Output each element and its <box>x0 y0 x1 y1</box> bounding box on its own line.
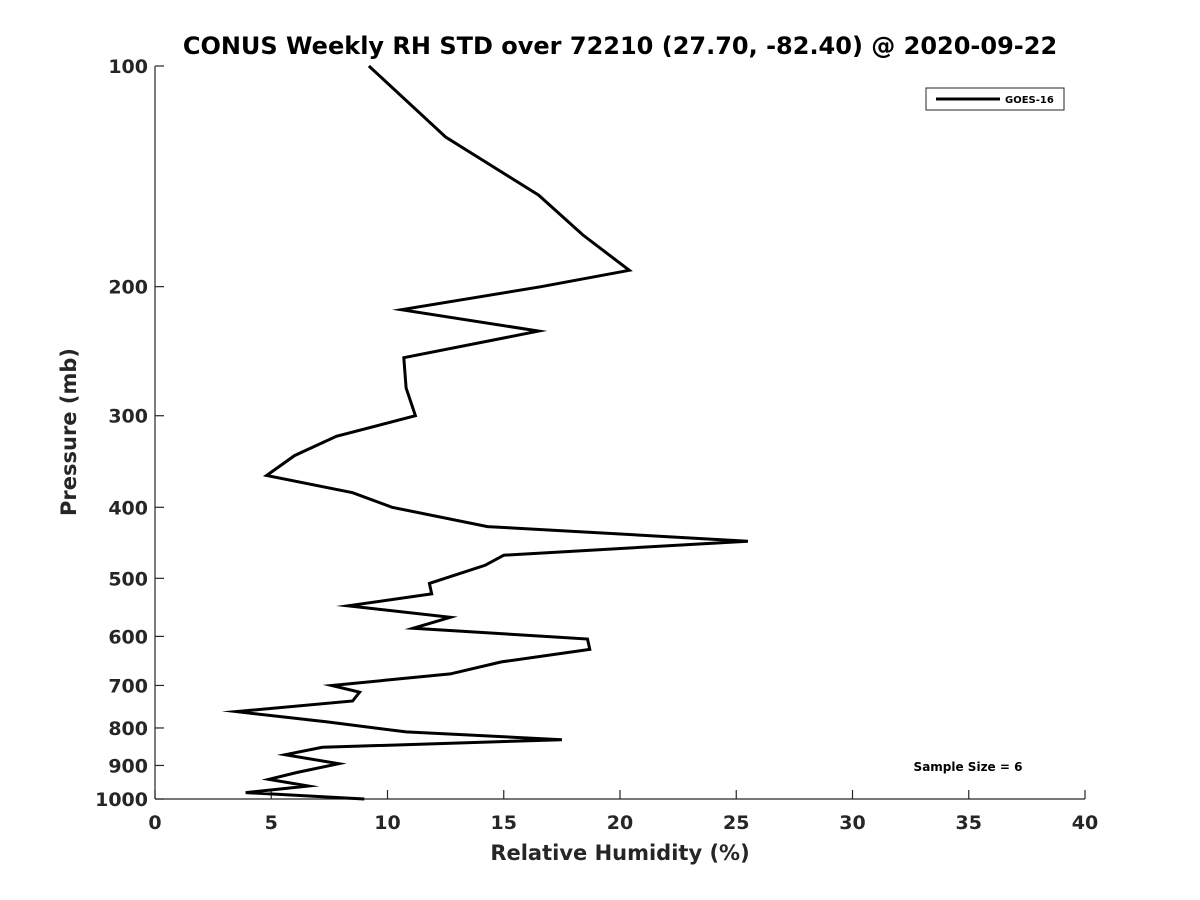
y-tick-label: 900 <box>108 755 148 777</box>
x-tick-label: 0 <box>148 812 161 834</box>
y-tick-label: 700 <box>108 675 148 697</box>
y-ticks: 100 200 300 400 500 600 700 800 900 1000 <box>95 56 164 811</box>
y-tick-label: 600 <box>108 626 148 648</box>
x-tick-label: 30 <box>839 812 865 834</box>
x-tick-label: 10 <box>374 812 400 834</box>
y-tick-label: 500 <box>108 568 148 590</box>
x-axis-label: Relative Humidity (%) <box>490 841 749 865</box>
series-line-goes-16 <box>221 64 748 801</box>
y-tick-label: 100 <box>108 56 148 78</box>
y-tick-label: 300 <box>108 406 148 428</box>
plot-series <box>221 64 748 801</box>
y-tick-label: 800 <box>108 718 148 740</box>
x-tick-label: 40 <box>1072 812 1098 834</box>
y-axis-label: Pressure (mb) <box>57 348 81 516</box>
axes <box>154 66 1085 800</box>
legend: GOES-16 <box>925 87 1065 111</box>
x-tick-label: 25 <box>723 812 749 834</box>
y-tick-label: 200 <box>108 277 148 299</box>
x-tick-label: 5 <box>265 812 278 834</box>
y-tick-label: 400 <box>108 497 148 519</box>
x-tick-label: 15 <box>491 812 517 834</box>
y-tick-label: 1000 <box>95 789 148 811</box>
x-tick-label: 20 <box>607 812 633 834</box>
sample-size-note: Sample Size = 6 <box>914 760 1023 774</box>
chart-title: CONUS Weekly RH STD over 72210 (27.70, -… <box>183 32 1057 60</box>
x-ticks: 0 5 10 15 20 25 30 35 40 <box>148 790 1098 834</box>
legend-label: GOES-16 <box>1005 95 1054 106</box>
x-tick-label: 35 <box>956 812 982 834</box>
